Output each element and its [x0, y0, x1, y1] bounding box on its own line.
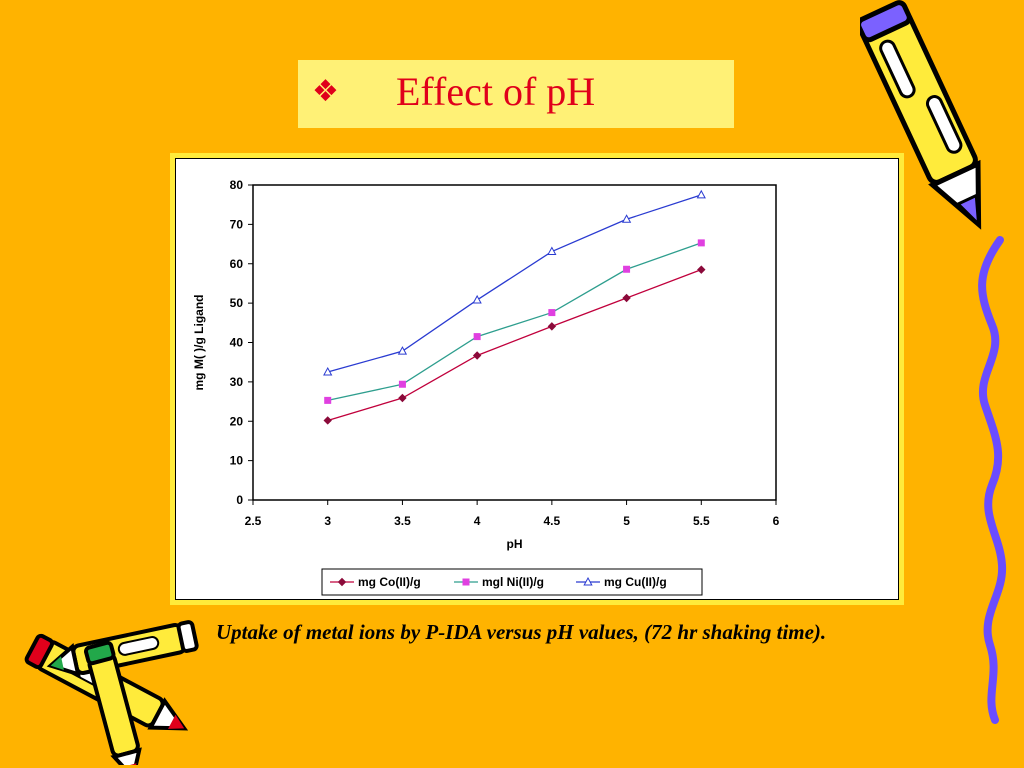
data-point-2-1 [397, 346, 408, 355]
x-tick-label: 2.5 [245, 514, 262, 528]
y-tick-label: 10 [230, 454, 244, 468]
y-tick-label: 30 [230, 375, 244, 389]
data-point-2-0 [323, 366, 333, 376]
crayons-icon [24, 620, 199, 765]
title-bullet-icon: ❖ [312, 74, 339, 109]
data-point-1-1 [398, 380, 406, 388]
legend-marker-2 [583, 576, 593, 586]
legend-label-0: mg Co(II)/g [358, 575, 421, 589]
y-tick-label: 0 [236, 493, 243, 507]
data-point-2-2 [472, 294, 482, 304]
data-point-0-0 [323, 416, 332, 425]
pencil-icon [860, 0, 982, 230]
series-line-2 [327, 194, 702, 373]
x-tick-label: 3 [324, 514, 331, 528]
data-point-1-4 [623, 265, 631, 273]
data-point-0-5 [697, 265, 706, 274]
legend-label-2: mg Cu(II)/g [604, 575, 667, 589]
y-tick-label: 20 [230, 414, 244, 428]
x-tick-label: 5 [623, 514, 630, 528]
data-point-1-5 [697, 239, 705, 247]
chart-area: 0 10 20 30 40 50 60 70 80 2.5 3 3.5 4 4.5 5 5.5 6 pH mg M(… [175, 158, 899, 600]
legend-label-1: mgl Ni(II)/g [482, 575, 544, 589]
x-axis-label: pH [507, 537, 523, 551]
data-point-0-4 [622, 293, 631, 303]
y-axis-label: mg M( )/g Ligand [192, 295, 206, 391]
plot-area [252, 184, 777, 501]
wavy-line-icon [978, 236, 1007, 724]
x-tick-label: 6 [773, 514, 780, 528]
series-line-0 [327, 269, 702, 422]
data-point-0-2 [472, 351, 482, 360]
line-chart: 0 10 20 30 40 50 60 70 80 2.5 3 3.5 4 4.5 5 5.5 6 pH mg M(… [192, 178, 780, 596]
data-point-1-2 [473, 333, 481, 341]
data-point-1-3 [548, 309, 556, 317]
data-point-2-3 [547, 246, 557, 256]
series-line-1 [327, 242, 702, 402]
slide-caption: Uptake of metal ions by P-IDA versus pH … [216, 620, 827, 644]
data-point-0-3 [547, 322, 557, 331]
x-tick-label: 4.5 [544, 514, 561, 528]
y-tick-label: 80 [230, 178, 244, 192]
data-point-2-4 [621, 214, 632, 223]
legend-marker-0 [337, 577, 347, 587]
x-tick-label: 4 [474, 514, 481, 528]
slide-title: Effect of pH [396, 69, 596, 114]
y-tick-label: 40 [230, 336, 244, 350]
data-point-1-0 [324, 396, 332, 404]
chart-frame: 0 10 20 30 40 50 60 70 80 2.5 3 3.5 4 4.5 5 5.5 6 pH mg M(… [170, 153, 904, 605]
legend-marker-1 [462, 578, 470, 586]
x-tick-label: 3.5 [394, 514, 411, 528]
data-point-2-5 [696, 189, 706, 199]
title-box [298, 60, 734, 128]
legend-box [321, 568, 703, 596]
data-point-0-1 [398, 393, 407, 403]
x-tick-label: 5.5 [693, 514, 710, 528]
y-tick-label: 60 [230, 257, 244, 271]
y-tick-label: 70 [230, 217, 244, 231]
y-tick-label: 50 [230, 296, 244, 310]
